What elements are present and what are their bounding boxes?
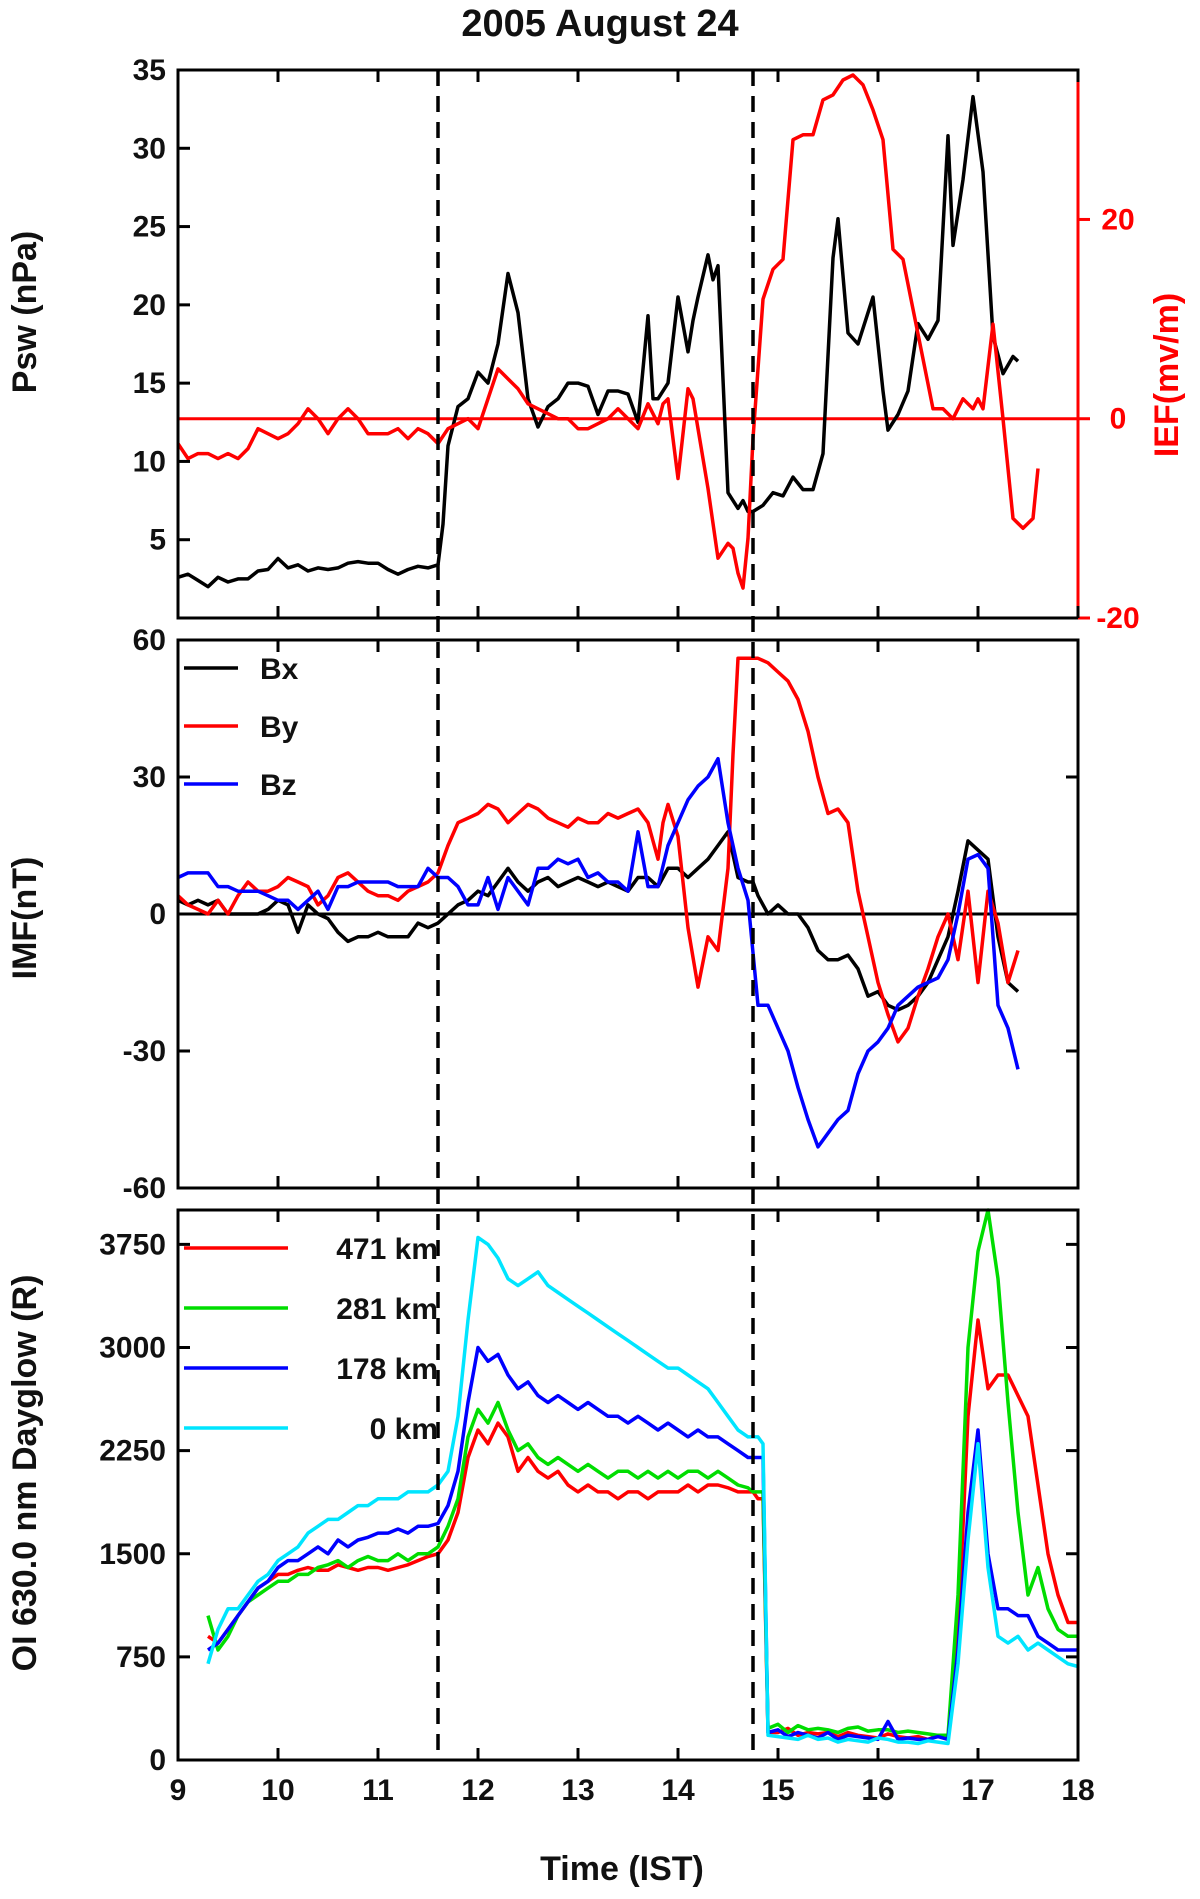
- y-tick-label: -30: [123, 1035, 166, 1068]
- figure-title: 2005 August 24: [461, 3, 738, 45]
- series-line-bx: [177, 830, 1020, 1012]
- y-tick-label: 30: [133, 761, 166, 794]
- imf-y-axis-title: IMF(nT): [6, 857, 44, 980]
- ief-y-axis-title: IEF(mv/m): [1148, 293, 1186, 457]
- y-tick-label: -60: [123, 1172, 166, 1205]
- x-tick-label: 16: [861, 1774, 894, 1807]
- y-tick-label: 750: [116, 1641, 166, 1674]
- x-tick-label: 15: [761, 1774, 794, 1807]
- panel-psw-ief: 5 10 15 20 25 30 35 -20 0 20 Psw (nPa) IEF(mv/m): [6, 54, 1186, 635]
- legend-label: 178 km: [336, 1353, 438, 1386]
- x-tick-label: 9: [170, 1774, 187, 1807]
- ief-tick-label: 20: [1101, 203, 1134, 236]
- x-tick-label: 14: [661, 1774, 695, 1807]
- dayglow-y-axis-title: OI 630.0 nm Dayglow (R): [6, 1275, 44, 1672]
- legend-label: 281 km: [336, 1293, 438, 1326]
- y-tick-label: 3750: [99, 1228, 166, 1261]
- x-tick-label: 11: [362, 1774, 394, 1807]
- y-tick-label: 10: [133, 445, 166, 478]
- x-axis-title: Time (IST): [540, 1850, 704, 1888]
- legend-label: 0 km: [370, 1413, 438, 1446]
- y-tick-label: 5: [149, 524, 166, 557]
- x-tick-label: 17: [961, 1774, 994, 1807]
- y-tick-label: 20: [133, 289, 166, 322]
- event-lines: [436, 70, 755, 1760]
- series-line-178-km: [207, 1345, 1078, 1742]
- y-tick-label: 0: [149, 1744, 166, 1777]
- psw-y-axis-title: Psw (nPa): [6, 231, 44, 393]
- legend-label: Bx: [260, 653, 299, 686]
- legend-label: 471 km: [336, 1233, 438, 1266]
- y-tick-label: 0: [149, 898, 166, 931]
- y-tick-label: 15: [133, 367, 166, 400]
- dayglow-legend: 471 km 281 km 178 km 0 km: [184, 1233, 438, 1446]
- ief-tick-label: -20: [1096, 602, 1139, 635]
- plot-frame: [176, 68, 1080, 620]
- panel-imf: -60 -30 0 30 60 IMF(nT) Bx By Bz: [6, 624, 1080, 1205]
- series-line-0-km: [206, 1235, 1079, 1746]
- x-tick-label: 18: [1061, 1774, 1094, 1807]
- y-tick-label: 25: [133, 211, 166, 244]
- series-line-by: [176, 656, 1020, 1044]
- x-tick-label: 13: [561, 1774, 594, 1807]
- y-tick-label: 30: [133, 132, 166, 165]
- y-tick-label: 60: [133, 624, 166, 657]
- x-tick-label: 12: [461, 1774, 494, 1807]
- y-tick-label: 2250: [99, 1435, 166, 1468]
- y-tick-label: 35: [133, 54, 166, 87]
- y-tick-label: 3000: [99, 1332, 166, 1365]
- x-tick-label: 10: [261, 1774, 294, 1807]
- imf-legend: Bx By Bz: [184, 653, 299, 802]
- legend-label: Bz: [260, 769, 297, 802]
- series-line-ief: [176, 73, 1040, 590]
- y-tick-label: 1500: [99, 1538, 166, 1571]
- series-line-psw: [177, 94, 1020, 589]
- ief-tick-label: 0: [1110, 403, 1127, 436]
- series-line-281-km: [206, 1208, 1078, 1738]
- series-line-bz: [177, 756, 1020, 1149]
- plot-frame: [176, 1208, 1080, 1762]
- legend-label: By: [260, 711, 299, 744]
